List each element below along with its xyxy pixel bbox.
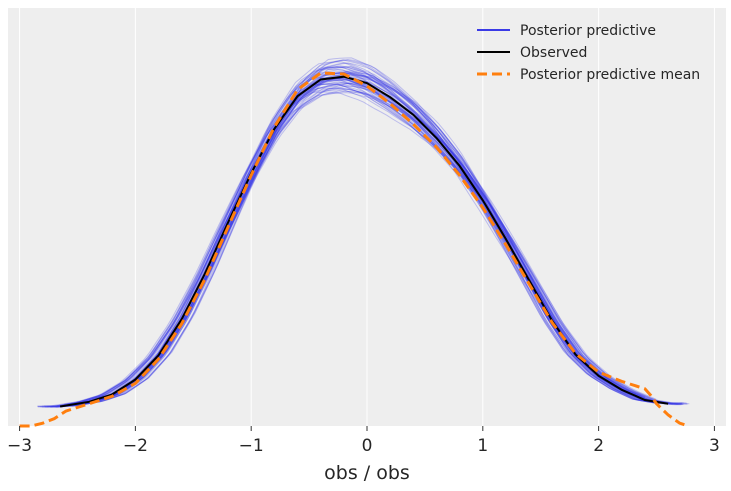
posterior-predictive-curve bbox=[49, 81, 641, 407]
posterior-predictive-curve bbox=[81, 66, 661, 405]
posterior-predictive-mean-layer bbox=[19, 71, 686, 428]
x-tick-label: 1 bbox=[477, 436, 488, 456]
posterior-predictive-curve bbox=[63, 61, 690, 407]
x-tick-label: −1 bbox=[239, 436, 264, 456]
posterior-predictive-curve bbox=[81, 59, 655, 406]
posterior-predictive-curve bbox=[41, 83, 674, 408]
legend-label-observed: Observed bbox=[520, 45, 587, 61]
x-tick-label: −2 bbox=[123, 436, 148, 456]
posterior-predictive-curve bbox=[74, 91, 665, 404]
posterior-predictive-curve bbox=[45, 85, 671, 408]
posterior-predictive-curve bbox=[63, 82, 643, 407]
observed-curve bbox=[59, 75, 669, 408]
posterior-predictive-curve bbox=[67, 66, 676, 407]
posterior-predictive-curve bbox=[82, 69, 657, 404]
posterior-predictive-curve bbox=[51, 82, 683, 408]
legend-label-posterior-predictive: Posterior predictive bbox=[520, 23, 656, 39]
grid-lines bbox=[19, 8, 715, 426]
x-tick-label: 2 bbox=[593, 436, 604, 456]
posterior-predictive-mean-curve bbox=[19, 71, 686, 428]
posterior-predictive-curve bbox=[66, 77, 658, 405]
posterior-predictive-curve bbox=[56, 84, 637, 407]
posterior-predictive-curve bbox=[71, 72, 646, 407]
legend: Posterior predictive Observed Posterior pr… bbox=[477, 23, 700, 83]
posterior-predictive-curve bbox=[55, 90, 664, 407]
posterior-predictive-curve bbox=[37, 70, 657, 407]
x-tick-label: 3 bbox=[709, 436, 720, 456]
posterior-predictive-curve bbox=[68, 78, 682, 405]
posterior-predictive-curve bbox=[74, 71, 660, 405]
posterior-predictive-curve bbox=[41, 66, 650, 407]
posterior-predictive-curve bbox=[62, 66, 683, 407]
posterior-predictive-curve bbox=[73, 72, 653, 407]
observed-curve-layer bbox=[59, 75, 669, 408]
legend-label-posterior-predictive-mean: Posterior predictive mean bbox=[520, 67, 700, 83]
x-tick-label: 0 bbox=[362, 436, 373, 456]
posterior-predictive-curve bbox=[50, 87, 642, 408]
posterior-predictive-curve bbox=[56, 57, 659, 407]
x-tick-label: −3 bbox=[7, 436, 32, 456]
x-axis-label: obs / obs bbox=[324, 462, 410, 484]
x-axis-ticks: −3 −2 −1 0 1 2 3 bbox=[7, 426, 720, 456]
